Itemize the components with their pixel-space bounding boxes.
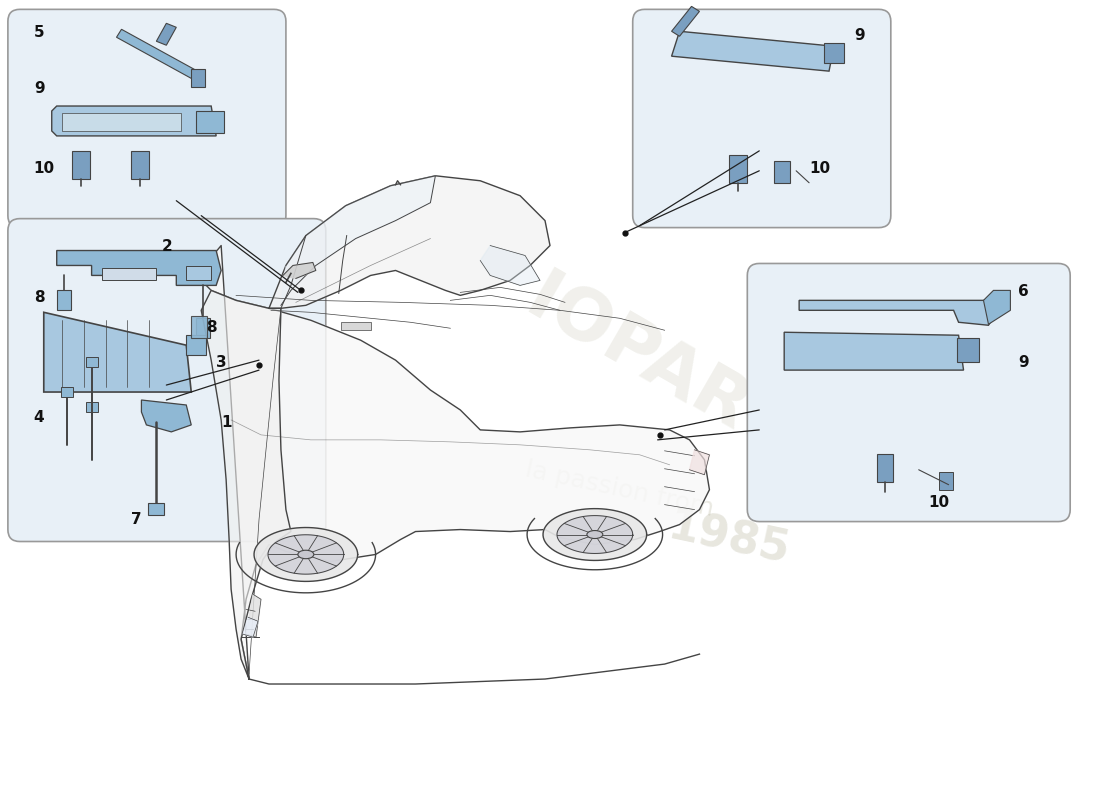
Polygon shape (243, 618, 258, 637)
FancyBboxPatch shape (747, 263, 1070, 522)
Text: 8: 8 (206, 320, 217, 335)
Polygon shape (57, 250, 221, 286)
Polygon shape (117, 30, 201, 81)
Polygon shape (283, 262, 316, 278)
Text: 7: 7 (132, 512, 142, 526)
Bar (101, 269, 156, 281)
Text: 9: 9 (854, 28, 865, 43)
Bar (86, 402, 98, 412)
Text: 9: 9 (1019, 355, 1028, 370)
Text: 1: 1 (221, 415, 232, 430)
Text: 10: 10 (928, 494, 949, 510)
Polygon shape (690, 450, 710, 474)
Bar (191, 69, 206, 87)
Polygon shape (268, 534, 343, 574)
Bar (148, 502, 164, 514)
Polygon shape (246, 594, 261, 637)
Bar (824, 43, 844, 63)
Polygon shape (543, 509, 647, 561)
Ellipse shape (298, 550, 314, 558)
Bar (186, 335, 206, 355)
Text: 10: 10 (34, 161, 55, 176)
Bar (186, 266, 211, 281)
Polygon shape (52, 106, 217, 136)
Polygon shape (672, 6, 700, 36)
Polygon shape (142, 400, 191, 432)
Polygon shape (156, 23, 176, 46)
Bar (729, 155, 747, 182)
Polygon shape (254, 527, 358, 582)
Bar (86, 357, 98, 367)
Text: 9: 9 (34, 81, 44, 96)
Polygon shape (270, 176, 550, 308)
Text: 2: 2 (162, 238, 172, 254)
Polygon shape (201, 290, 290, 679)
Polygon shape (196, 246, 710, 679)
Text: 5: 5 (34, 26, 44, 40)
Bar (191, 316, 207, 338)
Bar (72, 151, 89, 178)
Text: 6: 6 (1019, 285, 1030, 299)
Polygon shape (481, 246, 540, 286)
FancyBboxPatch shape (8, 218, 326, 542)
Bar (957, 338, 979, 362)
Bar (774, 161, 790, 182)
Ellipse shape (587, 530, 603, 538)
Bar (62, 113, 182, 131)
Text: IOPARTS: IOPARTS (514, 264, 846, 496)
Bar (341, 322, 371, 330)
Polygon shape (799, 300, 999, 326)
Polygon shape (672, 31, 834, 71)
Bar (196, 318, 210, 338)
Text: 3: 3 (217, 355, 227, 370)
Polygon shape (983, 290, 1011, 324)
Text: 10: 10 (810, 161, 830, 176)
Bar (196, 111, 224, 133)
Text: 8: 8 (34, 290, 44, 306)
FancyBboxPatch shape (8, 10, 286, 228)
Bar (57, 290, 70, 310)
Bar (938, 472, 953, 490)
FancyBboxPatch shape (632, 10, 891, 228)
Polygon shape (557, 516, 632, 554)
Text: la passion from: la passion from (524, 458, 716, 522)
Text: 4: 4 (34, 410, 44, 425)
Polygon shape (784, 332, 964, 370)
Bar (60, 387, 73, 397)
Polygon shape (44, 312, 191, 392)
Bar (877, 454, 893, 482)
Polygon shape (280, 176, 436, 306)
Bar (132, 151, 150, 178)
Text: 1985: 1985 (664, 506, 794, 574)
